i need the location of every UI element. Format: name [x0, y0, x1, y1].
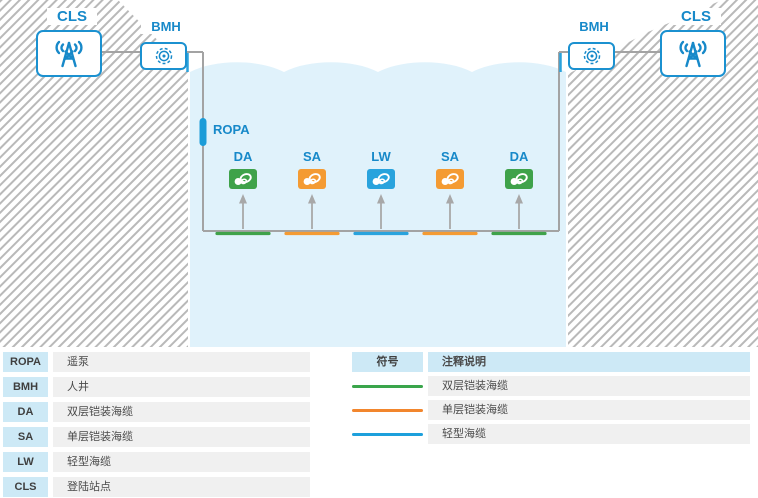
cable-icon [303, 173, 321, 186]
desc-cell: 双层铠装海缆 [53, 402, 310, 422]
desc-cell: 双层铠装海缆 [428, 376, 750, 396]
left-bmh-box [140, 42, 187, 70]
cable-marker-da: DA [219, 149, 267, 189]
desc-cell: 单层铠装海缆 [428, 400, 750, 420]
cable-marker-sa: SA [288, 149, 336, 189]
right-bmh-title: BMH [569, 19, 619, 34]
manhole-icon [155, 47, 172, 65]
cable-marker-label: LW [371, 149, 391, 164]
up-arrow [446, 194, 454, 229]
desc-cell: 登陆站点 [53, 477, 310, 497]
symbol-cell [352, 376, 423, 396]
abbr-cell: DA [3, 402, 48, 422]
symbol-cell [352, 424, 423, 444]
table-row: 双层铠装海缆 [352, 376, 750, 396]
antenna-icon [55, 40, 83, 67]
up-arrow [515, 194, 523, 229]
shoreline-ticks [186, 53, 562, 72]
symbol-cell [352, 400, 423, 420]
left-cls-title: CLS [47, 8, 97, 25]
cable-badge [367, 169, 395, 189]
table-row: 单层铠装海缆 [352, 400, 750, 420]
cable-line-sample [352, 384, 423, 388]
desc-cell: 遥泵 [53, 352, 310, 372]
abbr-table: ROPA 遥泵 BMH 人井 DA 双层铠装海缆 SA 单层铠装海缆 LW 轻型… [3, 352, 310, 498]
abbr-cell: ROPA [3, 352, 48, 372]
desc-cell: 轻型海缆 [53, 452, 310, 472]
cable-line-sample [352, 432, 423, 436]
abbr-cell: BMH [3, 377, 48, 397]
abbr-cell: LW [3, 452, 48, 472]
cable-icon [234, 173, 252, 186]
left-cls-box [36, 30, 102, 77]
right-cls-title: CLS [671, 8, 721, 25]
cable-marker-label: DA [233, 149, 253, 164]
left-bmh-title: BMH [141, 19, 191, 34]
table-row: DA 双层铠装海缆 [3, 402, 310, 422]
cable-badge [436, 169, 464, 189]
desc-cell: 轻型海缆 [428, 424, 750, 444]
table-row: CLS 登陆站点 [3, 477, 310, 497]
up-arrow [377, 194, 385, 229]
cable-icon [441, 173, 459, 186]
cable-marker-lw: LW [357, 149, 405, 189]
desc-cell: 单层铠装海缆 [53, 427, 310, 447]
ropa-label: ROPA [213, 122, 250, 137]
right-land [568, 0, 758, 347]
cable-marker-da2: DA [495, 149, 543, 189]
ropa-marker [199, 118, 207, 146]
cable-badge [505, 169, 533, 189]
manhole-icon [583, 47, 600, 65]
cable-line-sample [352, 408, 423, 412]
cable-marker-label: SA [440, 149, 460, 164]
cable-icon [372, 173, 390, 186]
table-row: ROPA 遥泵 [3, 352, 310, 372]
symbol-table: 符号 注释说明 双层铠装海缆 单层铠装海缆 轻型海缆 [352, 352, 750, 448]
table-header-row: 符号 注释说明 [352, 352, 750, 372]
table-row: LW 轻型海缆 [3, 452, 310, 472]
cable-marker-label: DA [509, 149, 529, 164]
cable-badge [229, 169, 257, 189]
up-arrow [308, 194, 316, 229]
abbr-cell: SA [3, 427, 48, 447]
right-cls-box [660, 30, 726, 77]
left-land [0, 0, 188, 347]
cable-icon [510, 173, 528, 186]
cable-marker-sa2: SA [426, 149, 474, 189]
abbr-cell: CLS [3, 477, 48, 497]
table-row: 轻型海缆 [352, 424, 750, 444]
up-arrow [239, 194, 247, 229]
desc-header-cell: 注释说明 [428, 352, 750, 372]
sea-water [190, 62, 566, 347]
symbol-header-cell: 符号 [352, 352, 423, 372]
terrain-layer [0, 0, 758, 347]
table-row: BMH 人井 [3, 377, 310, 397]
cable-badge [298, 169, 326, 189]
desc-cell: 人井 [53, 377, 310, 397]
antenna-icon [679, 40, 707, 67]
table-row: SA 单层铠装海缆 [3, 427, 310, 447]
right-bmh-box [568, 42, 615, 70]
cable-marker-label: SA [302, 149, 322, 164]
